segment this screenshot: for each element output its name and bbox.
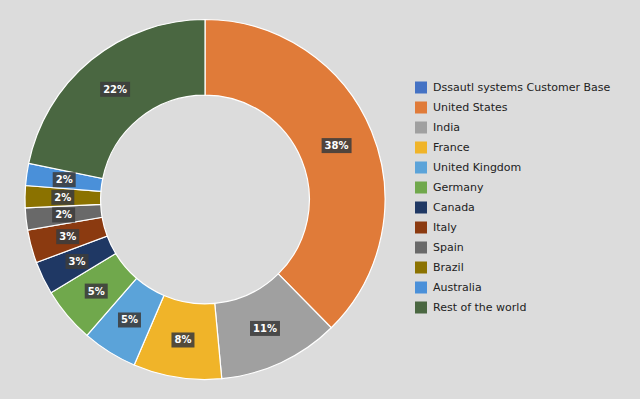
legend-item: France (415, 141, 470, 154)
data-label-bg (322, 138, 352, 153)
legend-label: Canada (433, 201, 475, 214)
legend-label: Dssautl systems Customer Base (433, 81, 610, 94)
data-label-bg (56, 229, 79, 244)
data-labels: 38% 11% 8% 5% 5% 3% 3% 2% 2% 2% 22% (51, 82, 351, 348)
legend-item: Brazil (415, 261, 464, 274)
data-label-bg (250, 321, 280, 336)
data-label-bg (52, 207, 75, 222)
legend-swatch (415, 302, 427, 314)
chart: 38% 11% 8% 5% 5% 3% 3% 2% 2% 2% 22% Dssautl systems… (0, 0, 640, 399)
legend-item: Dssautl systems Customer Base (415, 81, 610, 94)
legend-label: France (433, 141, 470, 154)
data-label: 5% (121, 314, 138, 325)
data-label-group: 3% (66, 254, 89, 269)
legend-label: Rest of the world (433, 301, 526, 314)
legend-label: Germany (433, 181, 484, 194)
data-label-bg (171, 332, 194, 347)
data-label: 22% (103, 84, 127, 95)
background (0, 0, 640, 399)
data-label: 2% (56, 174, 73, 185)
slice (215, 274, 332, 379)
data-label-bg (51, 190, 74, 205)
legend-label: United States (433, 101, 508, 114)
legend-label: India (433, 121, 460, 134)
legend-item: Australia (415, 281, 482, 294)
data-label: 38% (325, 140, 349, 151)
legend-swatch (415, 122, 427, 134)
data-label: 2% (55, 209, 72, 220)
legend-swatch (415, 202, 427, 214)
data-label-group: 22% (100, 82, 130, 97)
legend-swatch (415, 142, 427, 154)
legend-label: Spain (433, 241, 464, 254)
data-label: 5% (88, 286, 105, 297)
data-label-group: 8% (171, 332, 194, 347)
data-label-group: 5% (118, 312, 141, 327)
legend-item: Rest of the world (415, 301, 526, 314)
legend-swatch (415, 162, 427, 174)
pie (25, 20, 385, 380)
data-label-bg (66, 254, 89, 269)
data-label-group: 2% (52, 207, 75, 222)
data-label-group: 38% (322, 138, 352, 153)
legend-swatch (415, 82, 427, 94)
data-label-group: 11% (250, 321, 280, 336)
legend-item: United Kingdom (415, 161, 521, 174)
legend: Dssautl systems Customer Base United Stat… (415, 81, 610, 314)
data-label-bg (100, 82, 130, 97)
data-label-group: 2% (51, 190, 74, 205)
legend-item: Italy (415, 221, 457, 234)
legend-label: United Kingdom (433, 161, 521, 174)
legend-item: United States (415, 101, 508, 114)
slice (29, 20, 205, 179)
legend-swatch (415, 102, 427, 114)
data-label: 3% (59, 231, 76, 242)
slice (205, 20, 385, 328)
data-label: 11% (253, 323, 277, 334)
legend-swatch (415, 242, 427, 254)
legend-item: Spain (415, 241, 464, 254)
data-label-group: 5% (85, 284, 108, 299)
slice (25, 204, 102, 230)
data-label-group: 3% (56, 229, 79, 244)
legend-label: Australia (433, 281, 482, 294)
legend-label: Brazil (433, 261, 464, 274)
legend-item: India (415, 121, 460, 134)
legend-item: Germany (415, 181, 484, 194)
legend-swatch (415, 182, 427, 194)
data-label-bg (85, 284, 108, 299)
data-label: 8% (174, 334, 191, 345)
legend-swatch (415, 222, 427, 234)
legend-swatch (415, 262, 427, 274)
legend-swatch (415, 282, 427, 294)
data-label-group: 2% (53, 172, 76, 187)
data-label-bg (53, 172, 76, 187)
data-label: 2% (54, 192, 71, 203)
legend-label: Italy (433, 221, 457, 234)
legend-item: Canada (415, 201, 475, 214)
data-label: 3% (69, 256, 86, 267)
data-label-bg (118, 312, 141, 327)
